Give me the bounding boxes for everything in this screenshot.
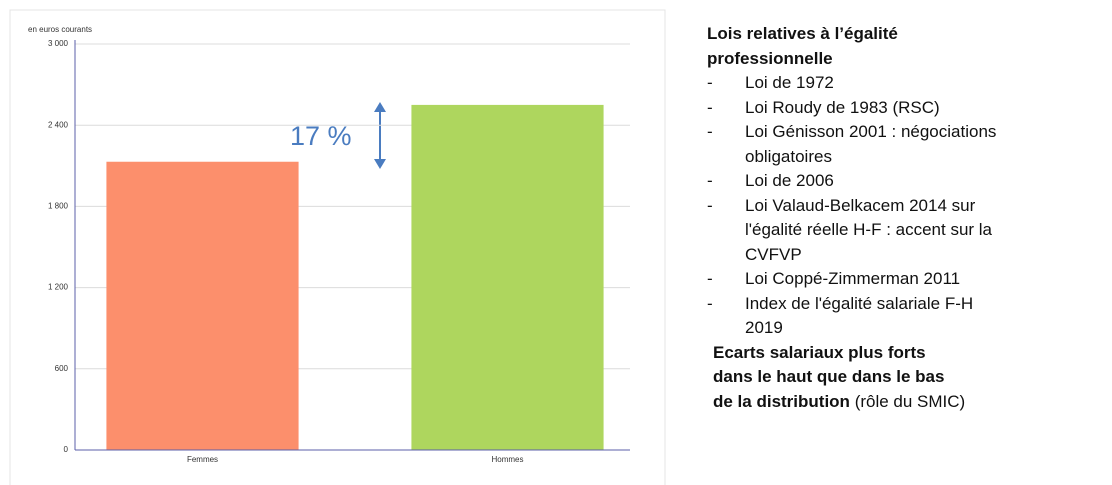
y-tick-label: 0 [64, 445, 69, 454]
panel-title: professionnelle [707, 48, 833, 68]
note-bold: de la distribution [713, 391, 850, 411]
bullet: - [707, 171, 713, 190]
bullet: - [707, 293, 713, 313]
law-text: Loi Génisson 2001 : négociations obligato… [745, 120, 996, 169]
bullet: - [707, 269, 713, 288]
law-text: Loi Valaud-Belkacem 2014 sur l'égalité ré… [745, 194, 992, 268]
panel-title: Lois relatives à l’égalité [707, 24, 898, 43]
y-tick-label: 2 400 [48, 120, 69, 129]
note: Ecarts salariaux plus forts dans le haut … [713, 341, 1107, 415]
gap-arrow [374, 102, 386, 169]
y-tick-label: 600 [55, 364, 69, 373]
chart: en euros courants 17 % 0 600 1 200 1 800 2 4… [9, 9, 666, 485]
law-line: l'égalité réelle H-F : accent sur la [745, 220, 993, 239]
law-line: Loi de 1972 [745, 73, 834, 92]
bullet: - [707, 122, 713, 141]
law-item: - Loi Valaud-Belkacem 2014 sur l'égalité r… [707, 194, 1107, 268]
law-line: Loi Génisson 2001 : négociations [745, 122, 997, 141]
annotation: 17 % [290, 121, 352, 151]
law-item: - Loi Roudy de 1983 (RSC) [707, 96, 1107, 121]
bullet: - [707, 97, 713, 117]
chart-frame [9, 9, 666, 485]
note-line: dans le haut que dans le bas [713, 367, 945, 386]
bar [106, 161, 299, 451]
y-axis-title: en euros courants [28, 25, 92, 34]
y-tick-label: 1 200 [48, 283, 69, 292]
law-item: - Loi Coppé-Zimmerman 2011 [707, 267, 1107, 292]
law-line: CVFVP [745, 244, 802, 264]
law-item: - Loi Génisson 2001 : négociations obligat… [707, 120, 1107, 169]
law-line: Loi Coppé-Zimmerman 2011 [745, 269, 961, 288]
law-text: Loi Roudy de 1983 (RSC) [745, 96, 940, 121]
note-text: (rôle du SMIC) [854, 391, 966, 411]
x-tick-label: Femmes [187, 455, 218, 464]
law-item: - Loi de 2006 [707, 169, 1107, 194]
y-tick-label: 1 800 [48, 202, 69, 211]
bullet: - [707, 195, 713, 215]
law-text: Loi de 2006 [745, 169, 834, 194]
note-line: Ecarts salariaux plus forts [713, 342, 926, 362]
law-text: Loi de 1972 [745, 71, 834, 96]
law-text: Loi Coppé-Zimmerman 2011 [745, 267, 960, 292]
y-tick-label: 3 000 [48, 39, 69, 48]
note-line: de la distribution (rôle du SMIC) [713, 390, 1107, 415]
law-item: - Loi de 1972 [707, 71, 1107, 96]
law-line: Loi Valaud-Belkacem 2014 sur [745, 195, 976, 215]
bullet: - [707, 73, 713, 92]
law-line: Loi de 2006 [745, 171, 834, 190]
bar [411, 104, 604, 451]
law-text: Index de l'égalité salariale F-H 2019 [745, 292, 973, 341]
x-tick-label: Hommes [491, 455, 523, 464]
law-line: Loi Roudy de 1983 (RSC) [745, 97, 940, 117]
law-line: Index de l'égalité salariale F-H [745, 293, 974, 313]
laws-panel: Lois relatives à l’égalité professionnell… [707, 22, 1107, 414]
law-item: - Index de l'égalité salariale F-H 2019 [707, 292, 1107, 341]
law-line: 2019 [745, 318, 783, 337]
law-line: obligatoires [745, 146, 832, 166]
